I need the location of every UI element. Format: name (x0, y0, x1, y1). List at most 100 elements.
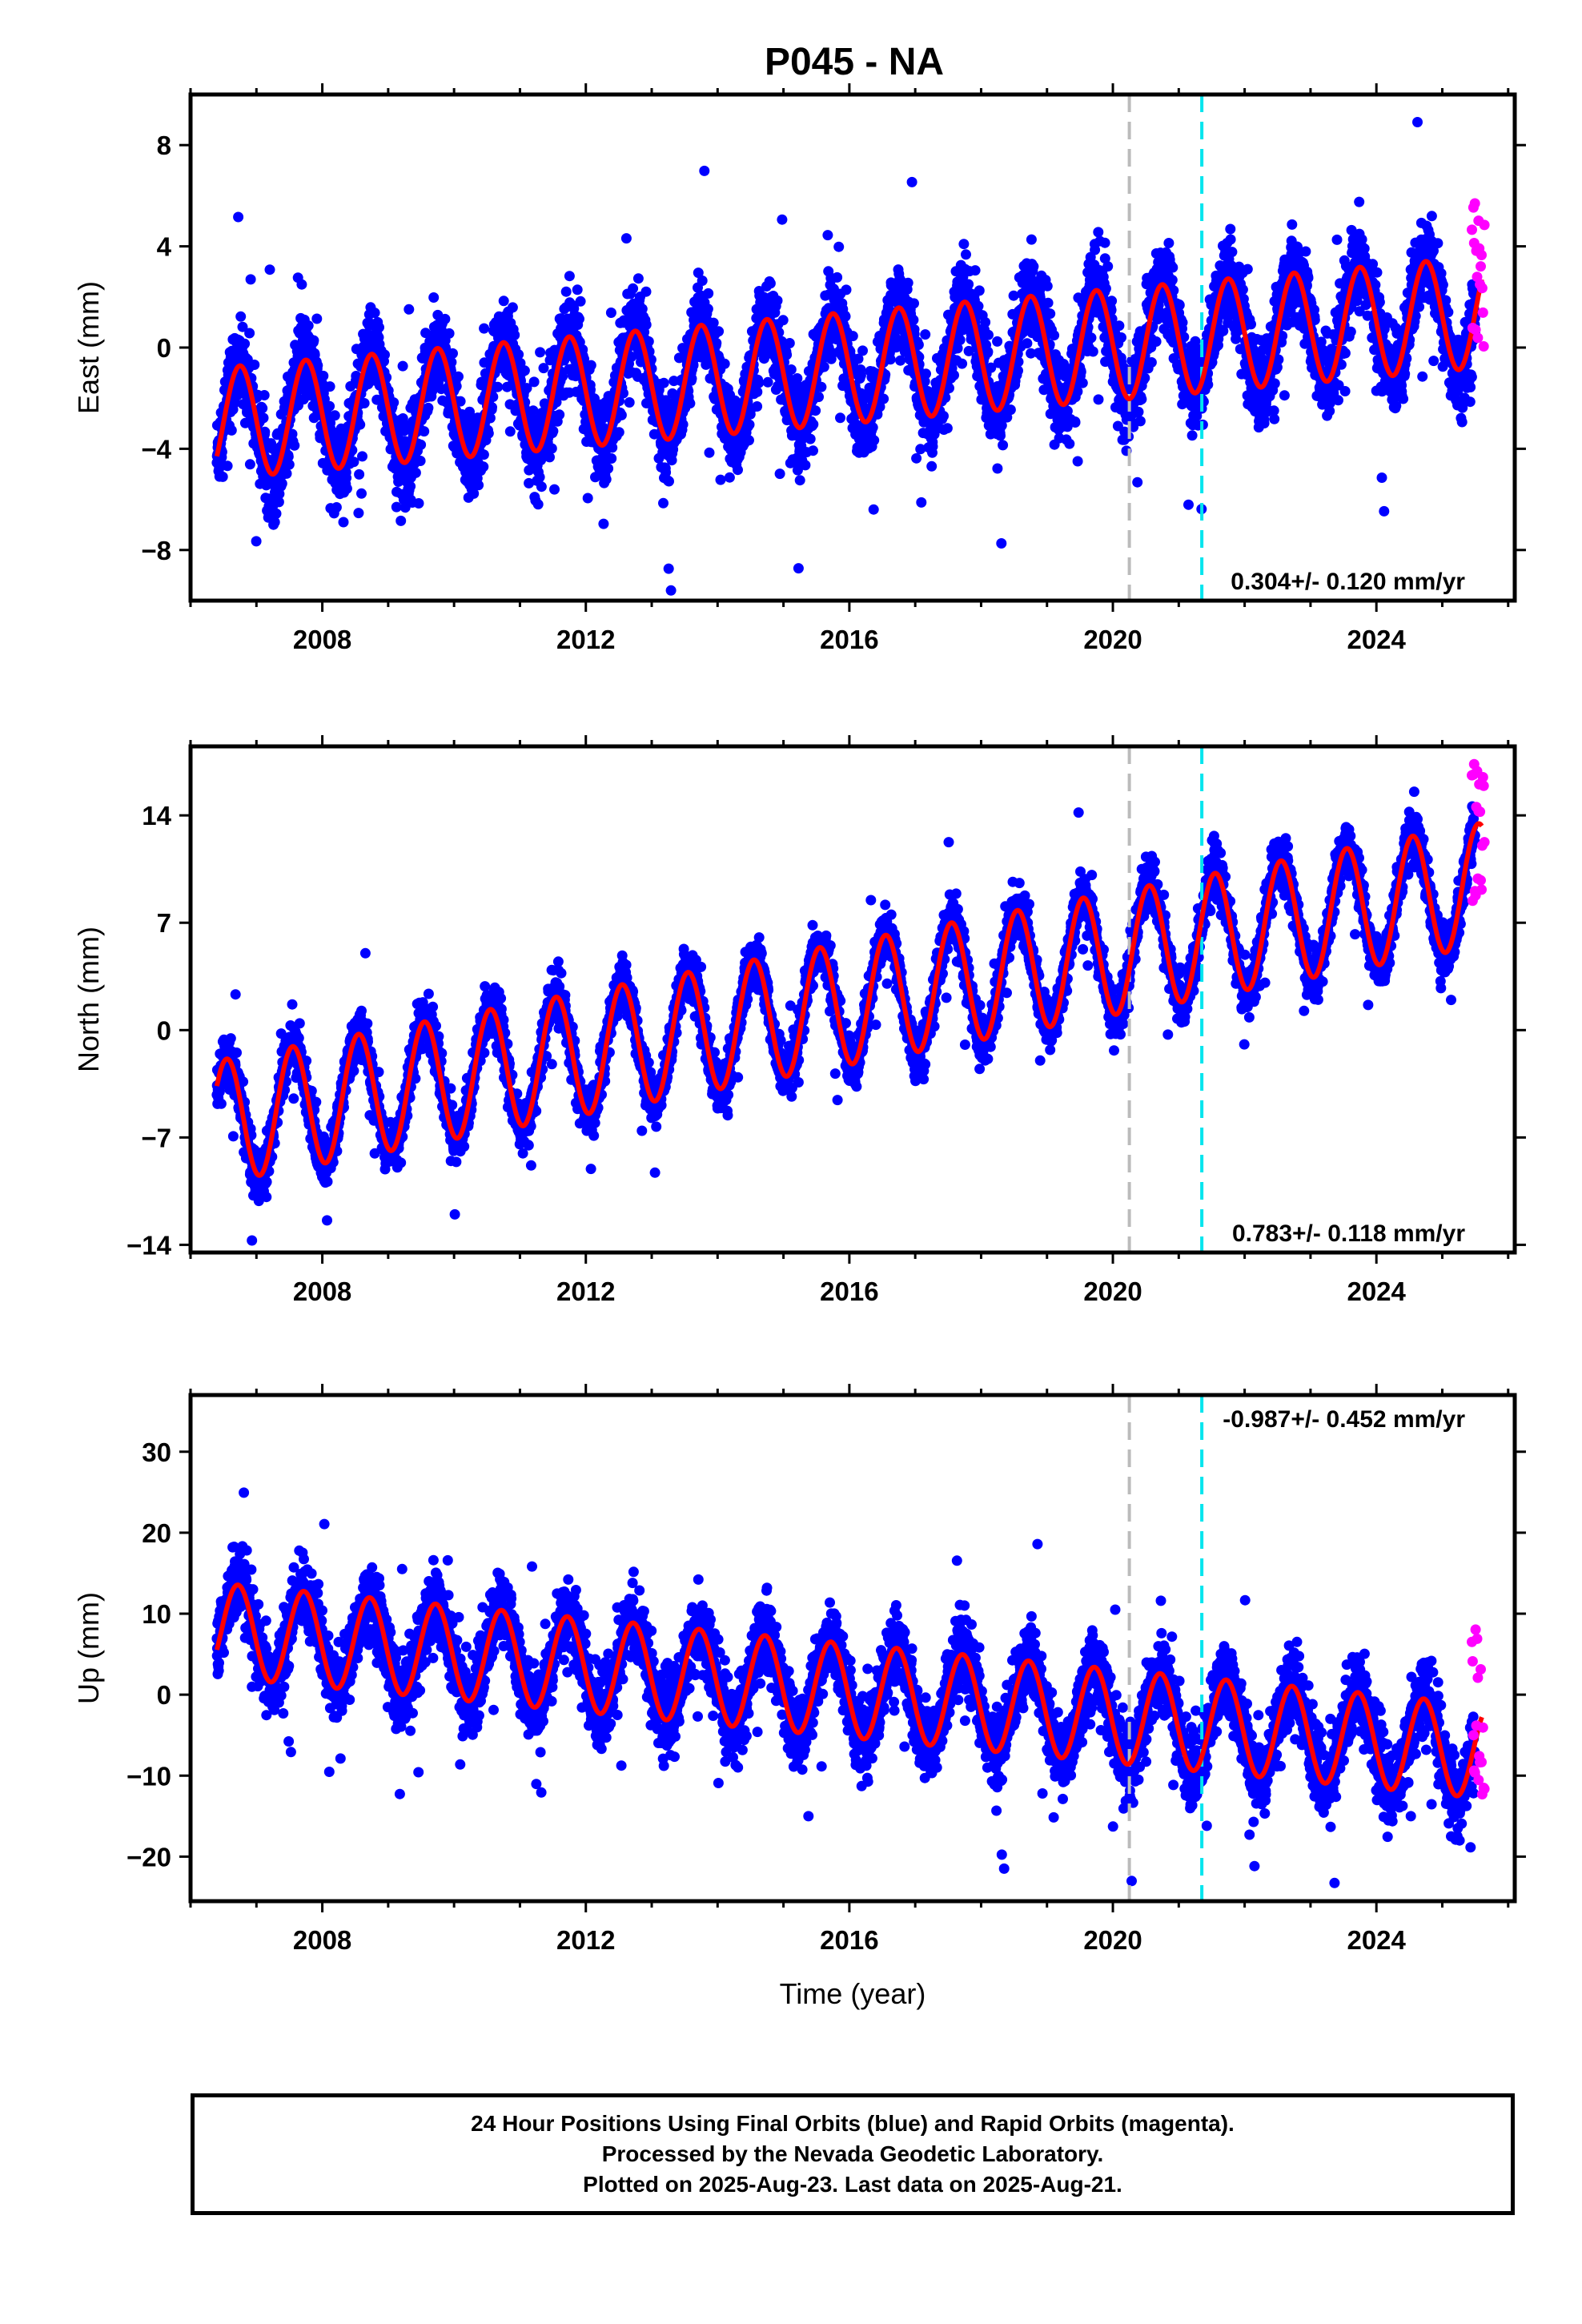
data-point (1100, 283, 1111, 294)
data-point (958, 239, 970, 250)
data-point (357, 451, 367, 462)
data-point (744, 435, 754, 446)
data-point (752, 386, 763, 397)
data-point (640, 286, 652, 297)
data-point (980, 316, 991, 328)
data-point (498, 296, 509, 307)
data-point (492, 381, 504, 392)
data-point (404, 304, 415, 315)
data-point (658, 497, 669, 509)
data-point (600, 474, 612, 485)
data-point (379, 349, 390, 360)
data-point (1225, 234, 1236, 245)
data-point (1086, 332, 1097, 344)
data-point (308, 335, 319, 346)
data-point (867, 422, 878, 433)
data-point (258, 412, 269, 424)
data-point (699, 165, 710, 176)
data-point (744, 419, 755, 430)
data-point (329, 410, 340, 421)
data-point (1133, 406, 1144, 417)
data-point (949, 370, 959, 380)
data-point (528, 376, 540, 388)
data-point (719, 358, 730, 369)
data-point (942, 423, 953, 434)
data-point (235, 311, 247, 322)
data-point (519, 365, 530, 376)
data-point (391, 501, 402, 513)
data-point (341, 483, 352, 494)
data-point (318, 370, 329, 381)
data-point (1070, 417, 1081, 428)
data-point (774, 468, 785, 480)
data-point (353, 508, 364, 519)
data-point (885, 354, 896, 365)
data-point (777, 214, 788, 225)
data-point (324, 400, 335, 412)
data-point (359, 398, 370, 408)
data-point (413, 498, 424, 509)
data-point (283, 451, 294, 462)
data-point (961, 249, 971, 260)
data-point (446, 356, 457, 368)
data-point (1102, 261, 1114, 272)
data-point (249, 360, 260, 370)
data-point (808, 445, 818, 456)
data-point (341, 472, 352, 484)
data-point (560, 286, 572, 297)
data-point (616, 409, 627, 420)
data-point (902, 277, 913, 288)
data-point (557, 371, 568, 382)
data-point (603, 463, 614, 474)
data-point (1026, 234, 1037, 245)
data-point (479, 323, 490, 334)
data-point (733, 464, 743, 476)
data-point (554, 409, 565, 420)
data-point (605, 308, 616, 318)
data-point (1134, 416, 1146, 427)
data-point (1072, 456, 1083, 467)
data-point (453, 371, 464, 382)
data-point (1028, 261, 1039, 272)
data-point (1042, 280, 1053, 292)
data-point (388, 397, 400, 408)
data-point (832, 271, 843, 283)
data-point (274, 489, 285, 500)
data-point (677, 419, 689, 430)
data-point (416, 439, 427, 450)
data-point (423, 402, 434, 413)
data-point (1242, 263, 1253, 275)
data-point (233, 211, 244, 223)
data-point (927, 441, 938, 452)
data-point (217, 471, 228, 482)
data-point (478, 449, 489, 460)
data-point (276, 478, 287, 489)
data-point (257, 403, 268, 414)
data-point (1042, 297, 1054, 308)
data-point (296, 279, 307, 290)
data-point (244, 328, 255, 339)
data-point (765, 278, 776, 289)
data-point (226, 424, 237, 436)
data-point (724, 472, 735, 483)
data-point (813, 392, 824, 403)
data-point (974, 285, 985, 296)
data-point (628, 283, 639, 294)
data-point (1064, 438, 1075, 449)
data-point (998, 440, 1009, 451)
data-point (1167, 262, 1178, 273)
data-point (1246, 319, 1256, 330)
data-point (548, 425, 559, 436)
data-point (992, 336, 1003, 347)
data-point (428, 292, 440, 303)
data-point (704, 447, 715, 458)
data-point (909, 298, 919, 309)
data-point (840, 311, 851, 322)
data-point (348, 456, 359, 468)
data-point (513, 349, 524, 360)
data-point (356, 488, 367, 499)
data-point (911, 452, 922, 464)
data-point (1099, 237, 1110, 248)
data-point (484, 412, 496, 424)
